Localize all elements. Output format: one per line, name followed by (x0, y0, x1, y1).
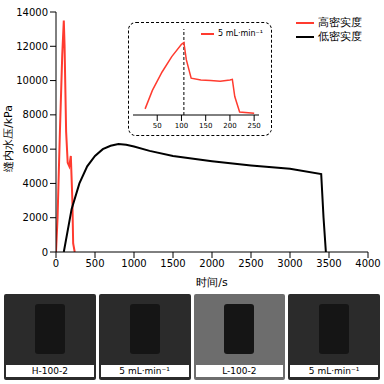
svg-text:8000: 8000 (23, 109, 48, 120)
svg-text:0: 0 (53, 258, 59, 269)
svg-text:500: 500 (85, 258, 104, 269)
svg-text:2000: 2000 (23, 212, 48, 223)
svg-text:4000: 4000 (355, 258, 380, 269)
html-text:H-100-2: H-100-2 (31, 366, 68, 376)
svg-text:1000: 1000 (121, 258, 146, 269)
svg-text:1500: 1500 (160, 258, 185, 269)
svg-text:10000: 10000 (16, 75, 48, 86)
svg-text:50: 50 (153, 122, 162, 130)
html-text:5 mL·min⁻¹: 5 mL·min⁻¹ (308, 366, 360, 376)
svg-text:12000: 12000 (16, 41, 48, 52)
svg-text:250: 250 (247, 122, 260, 130)
svg-text:0: 0 (42, 247, 48, 258)
html-text:5 mL·min⁻¹: 5 mL·min⁻¹ (119, 366, 170, 376)
svg-text:150: 150 (199, 122, 212, 130)
svg-text:2500: 2500 (238, 258, 263, 269)
svg-text:3500: 3500 (316, 258, 341, 269)
svg-text:14000: 14000 (16, 7, 48, 18)
svg-text:时间/s: 时间/s (196, 276, 228, 289)
html-text:高密实度: 高密实度 (318, 16, 362, 29)
html-text:低密实度: 低密实度 (318, 30, 362, 44)
svg-text:100: 100 (175, 122, 188, 130)
svg-text:4000: 4000 (23, 178, 48, 189)
svg-text:2000: 2000 (199, 258, 224, 269)
svg-text:3000: 3000 (277, 258, 302, 269)
svg-text:200: 200 (223, 122, 236, 130)
html-text:L-100-2: L-100-2 (222, 366, 257, 376)
svg-text:缝内水压/kPa: 缝内水压/kPa (2, 105, 15, 172)
html-text:5 mL·min⁻¹: 5 mL·min⁻¹ (218, 29, 263, 38)
svg-text:6000: 6000 (23, 144, 48, 155)
